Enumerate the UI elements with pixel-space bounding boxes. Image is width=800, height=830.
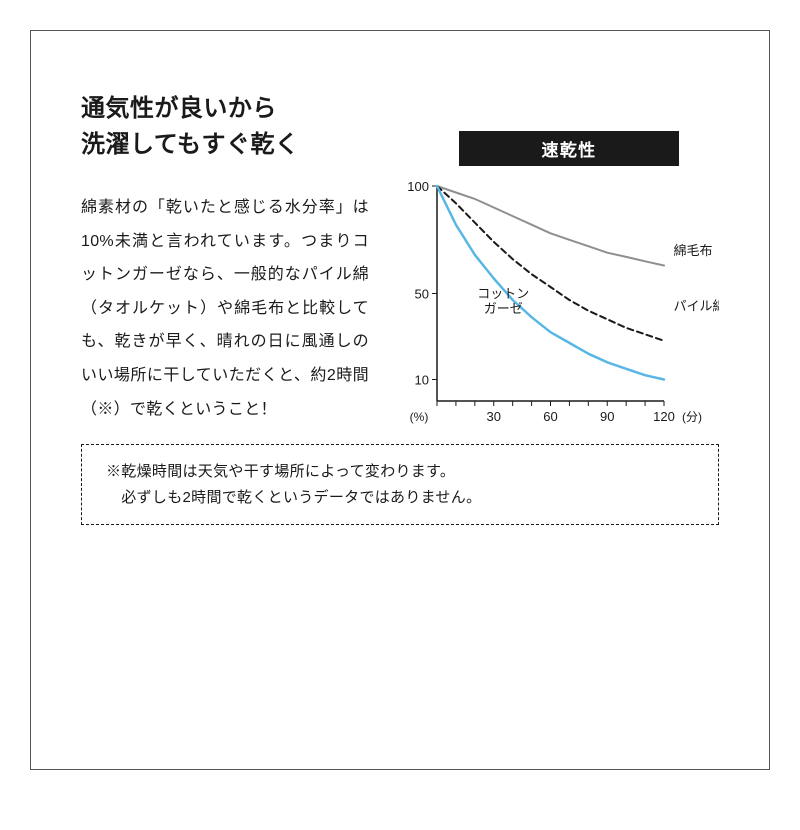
footnote-line1: ※乾燥時間は天気や干す場所によって変わります。	[106, 463, 455, 480]
svg-text:30: 30	[487, 409, 501, 424]
svg-text:パイル綿: パイル綿	[673, 299, 719, 314]
text-column: 通気性が良いから 洗濯してもすぐ乾く 綿素材の「乾いたと感じる水分率」は10%未…	[81, 91, 369, 436]
svg-text:コットン: コットン	[477, 286, 529, 301]
svg-text:ガーゼ: ガーゼ	[484, 301, 523, 316]
chart-title: 速乾性	[459, 131, 679, 166]
drying-chart: 30 60 90 120 (分) 10 50 100 (%) 綿毛布パイル綿 コットンガーゼ	[399, 176, 719, 436]
footnote-line2: 必ずしも2時間で乾くというデータではありません。	[106, 489, 481, 506]
svg-text:(%): (%)	[410, 410, 429, 424]
chart-column: 速乾性 30 60 90 120 (分) 10 50 100 (%) 綿毛布パイル綿 コットンガーゼ	[399, 91, 719, 436]
svg-text:120: 120	[653, 409, 675, 424]
svg-text:100: 100	[407, 179, 429, 194]
svg-text:60: 60	[543, 409, 557, 424]
headline-line2: 洗濯してもすぐ乾く	[81, 131, 299, 158]
headline-line1: 通気性が良いから	[81, 95, 277, 122]
chart-canvas: 30 60 90 120 (分) 10 50 100 (%) 綿毛布パイル綿 コットンガーゼ	[399, 176, 719, 436]
footnote-box: ※乾燥時間は天気や干す場所によって変わります。 必ずしも2時間で乾くというデータ…	[81, 444, 719, 525]
svg-text:(分): (分)	[682, 410, 702, 424]
headline: 通気性が良いから 洗濯してもすぐ乾く	[81, 91, 369, 163]
svg-text:綿毛布: 綿毛布	[673, 243, 712, 258]
content-row: 通気性が良いから 洗濯してもすぐ乾く 綿素材の「乾いたと感じる水分率」は10%未…	[81, 91, 719, 436]
svg-text:50: 50	[415, 287, 429, 302]
svg-text:90: 90	[600, 409, 614, 424]
svg-text:10: 10	[415, 373, 429, 388]
document-frame: 通気性が良いから 洗濯してもすぐ乾く 綿素材の「乾いたと感じる水分率」は10%未…	[30, 30, 770, 770]
body-text: 綿素材の「乾いたと感じる水分率」は10%未満と言われています。つまりコットンガー…	[81, 191, 369, 426]
